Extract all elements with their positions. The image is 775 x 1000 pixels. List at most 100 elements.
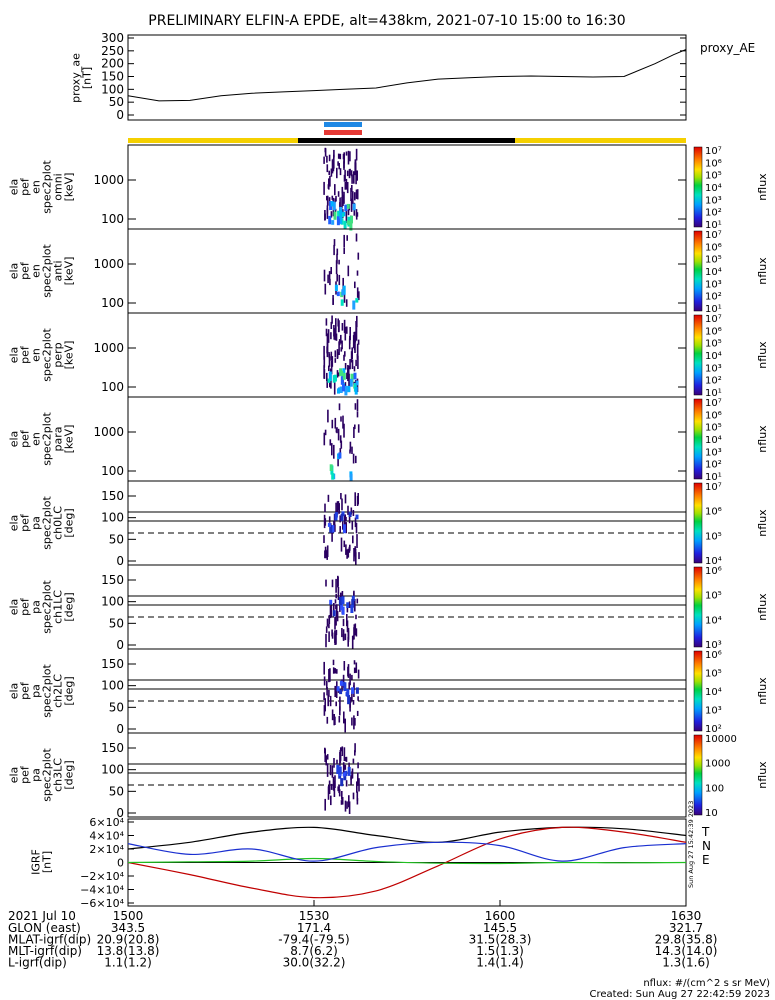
flux-pixel-bright [343, 682, 347, 692]
footer-value: 321.7 [669, 921, 703, 935]
y-label-line: ela [8, 515, 21, 532]
flux-pixel [340, 493, 342, 500]
flux-pixel-bright [355, 514, 359, 520]
flux-pixel [351, 717, 353, 726]
flux-pixel [332, 659, 335, 666]
flux-pixel-bright [351, 595, 355, 601]
flux-pixel-bright [339, 219, 342, 224]
y-label-line: ela [8, 179, 21, 196]
flux-pixel [348, 801, 351, 814]
flux-pixel [336, 604, 338, 618]
flux-pixel [326, 195, 329, 206]
colorbar-label: nflux [756, 593, 769, 621]
flux-pixel [330, 605, 333, 617]
footer-value: -79.4(-79.5) [278, 933, 349, 947]
colorbar-tick-label: 10⁷ [705, 482, 722, 493]
flux-pixel [338, 784, 340, 794]
flux-pixel [332, 295, 334, 305]
flux-pixel [353, 338, 356, 351]
flux-pixel [356, 287, 359, 298]
flux-pixel [324, 148, 327, 157]
panel-pitch-5: 150100500elapefpaspec2plotch1LC[deg]10⁶1… [8, 564, 769, 652]
colorbar-gradient [693, 482, 703, 564]
y-label-line: [keV] [63, 341, 76, 370]
flux-pixel [326, 763, 329, 777]
flux-pixel [355, 359, 357, 367]
colorbar-tick-label: 10⁵ [705, 591, 722, 602]
colorbar-tick-label: 10³ [705, 447, 722, 458]
flux-pixel [335, 578, 337, 593]
flux-pixel [333, 244, 335, 256]
flux-pixel [328, 356, 331, 367]
flux-pixel-bright [338, 597, 342, 606]
y-label-line: spec2plot [41, 748, 54, 802]
flux-pixel-bright [350, 373, 354, 383]
y-label-line: [deg] [63, 760, 76, 789]
flux-pixel [350, 507, 353, 515]
flux-pixel [328, 615, 331, 624]
flux-pixel [343, 423, 345, 438]
colorbar-tick-label: 10⁶ [705, 566, 722, 577]
flux-pixel [357, 696, 359, 701]
flux-pixel [324, 798, 326, 811]
flux-pixel [347, 365, 349, 378]
flux-pixel [345, 151, 348, 156]
y-label-line: pef [19, 513, 32, 532]
y-label-line: spec2plot [41, 244, 54, 298]
panel-y-label: elapefpaspec2plotch3LC[deg] [8, 748, 76, 802]
flux-pixel-bright [351, 599, 355, 608]
colorbar-tick-label: 10⁵ [705, 531, 722, 542]
panel-frame [127, 564, 687, 650]
colorbar-tick-label: 10³ [705, 640, 722, 651]
flux-pixel-bright [347, 695, 351, 705]
flux-pixel [331, 709, 334, 721]
flux-pixel [346, 620, 349, 633]
flux-pixel [338, 403, 341, 411]
igrf-legend-E: E [702, 853, 710, 867]
flux-pixel [336, 681, 338, 689]
flux-pixel [330, 374, 332, 389]
flux-pixel [355, 170, 357, 185]
flux-pixel [349, 544, 351, 551]
footer-value: 145.5 [483, 921, 517, 935]
y-tick-label: 100 [101, 679, 124, 693]
footer-row-label: L-igrf(dip) [8, 956, 67, 970]
flux-pixel [357, 252, 360, 260]
colorbar-tick-label: 10¹ [705, 388, 722, 399]
y-label-line: IGRF [30, 849, 43, 875]
flux-pixel [335, 427, 338, 433]
flux-pixel [342, 618, 345, 627]
flux-pixel [343, 661, 346, 671]
colorbar-tick-label: 10² [705, 460, 722, 471]
y-label-line: pa [30, 600, 43, 614]
colorbar-tick-label: 10⁶ [705, 326, 722, 337]
y-label-line: [deg] [63, 508, 76, 537]
flux-pixel [339, 153, 342, 160]
panel-y-label: elapefpaspec2plotch2LC[deg] [8, 664, 76, 718]
flux-pixel [328, 669, 330, 683]
flux-pixel [355, 662, 358, 673]
flux-pixel [330, 211, 333, 218]
flux-pixel [327, 786, 330, 800]
flux-pixel [353, 715, 355, 730]
y-label-line: pa [30, 684, 43, 698]
y-tick-label: 150 [101, 489, 124, 503]
panel-y-label: elapefpaspec2plotch0LC[deg] [8, 496, 76, 550]
flux-pixel [329, 439, 332, 446]
flux-pixel [326, 195, 328, 201]
flux-pixel [324, 213, 326, 220]
flux-pixel [337, 191, 340, 197]
colorbar-tick-label: 10⁶ [705, 410, 722, 421]
colorbar-tick-label: 10³ [705, 706, 722, 717]
flux-pixel-bright [341, 596, 345, 605]
flux-pixel [326, 545, 329, 557]
flux-pixel-bright [354, 386, 358, 395]
y-label-line: pef [19, 345, 32, 364]
panel-energy-1: 1000100elapefenspec2plotanti[keV]10⁷10⁶1… [8, 228, 769, 315]
flux-pixel [327, 274, 329, 284]
flux-pixel [345, 544, 347, 555]
y-label-line: [deg] [63, 592, 76, 621]
flux-pixel [355, 148, 358, 161]
colorbar: 10000 1000 100 10 nflux [693, 734, 769, 819]
spectrogram-pixels [323, 659, 360, 733]
